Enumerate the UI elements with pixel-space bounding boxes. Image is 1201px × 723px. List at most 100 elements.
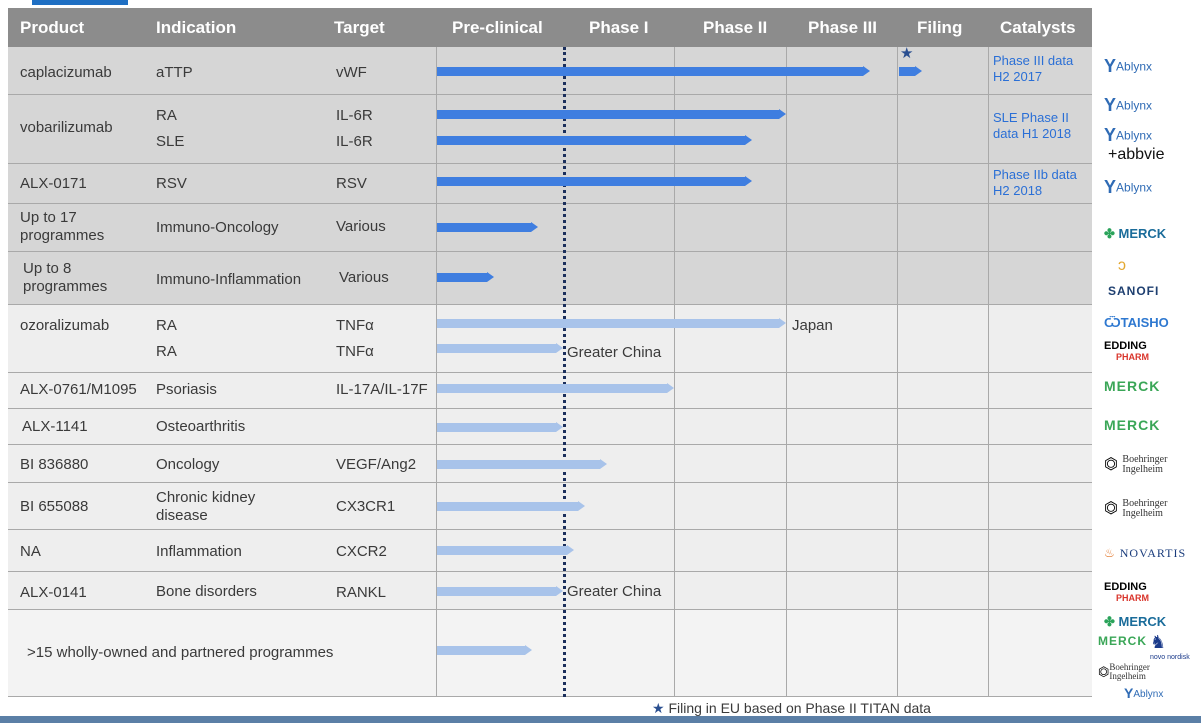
progress-bar <box>437 272 494 282</box>
catalyst-label: Phase IIb data H2 2018 <box>993 167 1077 198</box>
indication-label: Osteoarthritis <box>156 418 246 435</box>
gridline <box>988 47 989 697</box>
product-label: ALX-0141 <box>20 584 87 601</box>
target-label: RANKL <box>336 584 387 601</box>
indication-label: RA <box>156 107 177 124</box>
catalyst-label: Phase III data H2 2017 <box>993 53 1074 84</box>
indication-label: Bone disorders <box>156 583 257 600</box>
footnote: ★ Filing in EU based on Phase II TITAN d… <box>652 700 931 717</box>
target-label: IL-6R <box>336 133 373 150</box>
merck-green-logo: MERCK <box>1104 378 1161 394</box>
indication-label: Psoriasis <box>156 381 217 398</box>
header-filing: Filing <box>917 18 963 37</box>
novo-nordisk-logo: novo nordisk <box>1150 654 1190 661</box>
header-target: Target <box>334 18 385 37</box>
bar-note: Greater China <box>567 344 662 361</box>
top-accent-stripe <box>32 0 128 5</box>
header-phase2: Phase II <box>703 18 768 37</box>
indication-label: SLE <box>156 133 185 150</box>
table-row <box>8 252 1092 305</box>
edding-logo: EDDING PHARM <box>1104 340 1149 363</box>
table-row <box>8 95 1092 164</box>
product-label: ALX-1141 <box>22 418 88 435</box>
product-label: Up to 8 programmes <box>23 260 108 295</box>
target-label: RSV <box>336 175 367 192</box>
header-product: Product <box>20 18 85 37</box>
target-label: Various <box>336 218 386 235</box>
ablynx-logo: YAblynx <box>1124 684 1164 701</box>
progress-bar <box>437 383 674 393</box>
ablynx-logo: YAblynx <box>1104 56 1153 76</box>
target-label: Various <box>339 269 389 286</box>
merck-green-logo: MERCK <box>1104 417 1161 433</box>
today-dotted-line <box>563 47 566 697</box>
header-preclinical: Pre-clinical <box>452 18 543 37</box>
progress-bar <box>437 66 870 76</box>
progress-bar <box>437 176 753 186</box>
catalyst-label: SLE Phase II data H1 2018 <box>993 110 1072 141</box>
indication-label: RA <box>156 317 177 334</box>
gridline <box>674 47 675 697</box>
star-icon: ★ <box>652 700 665 716</box>
progress-bar <box>437 343 563 353</box>
table-header <box>8 8 1092 47</box>
progress-bar <box>437 135 753 145</box>
product-label: vobarilizumab <box>20 119 113 136</box>
product-label: ALX-0761/M1095 <box>20 381 137 398</box>
product-label: NA <box>20 543 41 560</box>
target-label: IL-17A/IL-17F <box>336 381 428 398</box>
table-row <box>8 483 1092 530</box>
target-label: VEGF/Ang2 <box>336 456 417 473</box>
gridline <box>786 47 787 697</box>
product-label: BI 655088 <box>20 498 89 515</box>
ablynx-logo: YAblynx <box>1104 125 1153 145</box>
table-row <box>8 305 1092 373</box>
table-row <box>8 204 1092 252</box>
header-indication: Indication <box>156 18 237 37</box>
product-label: BI 836880 <box>20 456 89 473</box>
product-label: ozoralizumab <box>20 317 110 334</box>
progress-bar <box>437 501 586 511</box>
progress-bar <box>437 109 786 119</box>
abbvie-logo: +abbvie <box>1108 146 1165 163</box>
edding-logo: EDDING PHARM <box>1104 581 1149 604</box>
progress-bar <box>437 645 531 655</box>
indication-label: Inflammation <box>156 543 242 560</box>
taisho-logo: ѾTAISHO <box>1104 315 1169 330</box>
indication-label: Immuno-Inflammation <box>156 271 302 288</box>
footnote-text: Filing in EU based on Phase II TITAN dat… <box>668 700 931 716</box>
indication-label: RA <box>156 343 177 360</box>
indication-label: Oncology <box>156 456 220 473</box>
gridline <box>436 47 437 697</box>
progress-bar <box>437 545 575 555</box>
merck-logo: ✤ MERCK <box>1104 226 1167 241</box>
header-phase1: Phase I <box>589 18 649 37</box>
bar-note: Greater China <box>567 583 662 600</box>
sanofi-bird-icon: ↄ <box>1118 257 1126 274</box>
table-row <box>8 610 1092 697</box>
target-label: vWF <box>336 64 367 81</box>
progress-bar <box>437 459 608 469</box>
progress-bar <box>437 318 786 328</box>
progress-bar <box>437 422 563 432</box>
ablynx-logo: YAblynx <box>1104 95 1153 115</box>
novo-bull-icon: ♞ <box>1150 632 1167 652</box>
gridline <box>897 47 898 697</box>
star-icon: ★ <box>900 45 914 62</box>
indication-label: aTTP <box>156 64 193 81</box>
product-label: >15 wholly-owned and partnered programme… <box>27 644 334 661</box>
novartis-logo: ♨ NOVARTIS <box>1104 546 1187 560</box>
bottom-accent-stripe <box>0 716 1201 723</box>
product-label: caplacizumab <box>20 64 112 81</box>
target-label: IL-6R <box>336 107 373 124</box>
boehringer-logo: ⏣ Boehringer Ingelheim <box>1104 497 1168 519</box>
target-label: CXCR2 <box>336 543 387 560</box>
merck-logo: ✤ MERCK <box>1104 614 1167 629</box>
target-label: TNFα <box>336 317 374 334</box>
boehringer-logo: ⏣Boehringer Ingelheim <box>1098 662 1150 681</box>
indication-label: Immuno-Oncology <box>156 219 279 236</box>
header-catalysts: Catalysts <box>1000 18 1076 37</box>
ablynx-logo: YAblynx <box>1104 177 1153 197</box>
product-label: Up to 17 programmes <box>20 209 105 244</box>
progress-bar <box>437 586 563 596</box>
